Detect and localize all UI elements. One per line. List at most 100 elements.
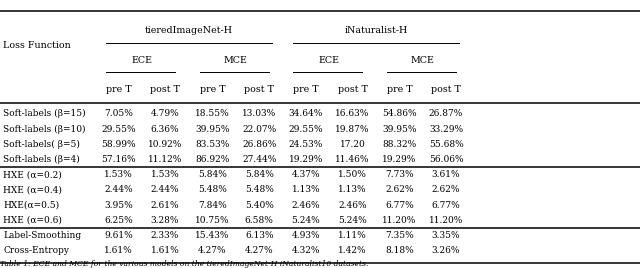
Text: Soft-labels (β=10): Soft-labels (β=10) <box>3 125 86 134</box>
Text: 4.32%: 4.32% <box>292 246 320 255</box>
Text: Cross-Entropy: Cross-Entropy <box>3 246 69 255</box>
Text: pre T: pre T <box>200 85 225 94</box>
Text: 1.53%: 1.53% <box>151 170 179 179</box>
Text: Label-Smoothing: Label-Smoothing <box>3 231 81 240</box>
Text: 5.48%: 5.48% <box>198 185 227 194</box>
Text: 7.73%: 7.73% <box>385 170 413 179</box>
Text: 4.93%: 4.93% <box>292 231 320 240</box>
Text: 39.95%: 39.95% <box>195 125 230 133</box>
Text: post T: post T <box>150 85 180 94</box>
Text: HXE (α=0.2): HXE (α=0.2) <box>3 170 62 179</box>
Text: 19.29%: 19.29% <box>289 155 323 164</box>
Text: post T: post T <box>431 85 461 94</box>
Text: 1.13%: 1.13% <box>339 185 367 194</box>
Text: 11.20%: 11.20% <box>382 216 417 225</box>
Text: 4.27%: 4.27% <box>198 246 227 255</box>
Text: 33.29%: 33.29% <box>429 125 463 133</box>
Text: 10.92%: 10.92% <box>148 140 182 149</box>
Text: 5.84%: 5.84% <box>198 170 227 179</box>
Text: 9.61%: 9.61% <box>104 231 132 240</box>
Text: 11.20%: 11.20% <box>429 216 463 225</box>
Text: 6.77%: 6.77% <box>385 200 413 210</box>
Text: ECE: ECE <box>131 56 152 65</box>
Text: 11.46%: 11.46% <box>335 155 370 164</box>
Text: 3.61%: 3.61% <box>432 170 460 179</box>
Text: 2.62%: 2.62% <box>432 185 460 194</box>
Text: 3.35%: 3.35% <box>432 231 460 240</box>
Text: 83.53%: 83.53% <box>195 140 230 149</box>
Text: 1.42%: 1.42% <box>339 246 367 255</box>
Text: 57.16%: 57.16% <box>101 155 136 164</box>
Text: 7.84%: 7.84% <box>198 200 227 210</box>
Text: Soft-labels( β=5): Soft-labels( β=5) <box>3 140 80 149</box>
Text: 6.25%: 6.25% <box>104 216 132 225</box>
Text: 1.61%: 1.61% <box>151 246 179 255</box>
Text: 2.46%: 2.46% <box>339 200 367 210</box>
Text: Table 1: ECE and MCE for the various models on the tieredImageNet-H iNaturalist1: Table 1: ECE and MCE for the various mod… <box>0 260 369 268</box>
Text: 34.64%: 34.64% <box>289 109 323 118</box>
Text: 15.43%: 15.43% <box>195 231 230 240</box>
Text: 86.92%: 86.92% <box>195 155 230 164</box>
Text: 17.20: 17.20 <box>340 140 365 149</box>
Text: 2.46%: 2.46% <box>292 200 320 210</box>
Text: 22.07%: 22.07% <box>242 125 276 133</box>
Text: tieredImageNet-H: tieredImageNet-H <box>145 26 233 35</box>
Text: 58.99%: 58.99% <box>101 140 136 149</box>
Text: 26.86%: 26.86% <box>242 140 276 149</box>
Text: 1.61%: 1.61% <box>104 246 132 255</box>
Text: 4.27%: 4.27% <box>245 246 273 255</box>
Text: 55.68%: 55.68% <box>429 140 463 149</box>
Text: 1.13%: 1.13% <box>292 185 320 194</box>
Text: 16.63%: 16.63% <box>335 109 370 118</box>
Text: 10.75%: 10.75% <box>195 216 230 225</box>
Text: Soft-labels (β=15): Soft-labels (β=15) <box>3 109 86 118</box>
Text: Soft-labels (β=4): Soft-labels (β=4) <box>3 155 80 164</box>
Text: 56.06%: 56.06% <box>429 155 463 164</box>
Text: 11.12%: 11.12% <box>148 155 182 164</box>
Text: 2.44%: 2.44% <box>104 185 132 194</box>
Text: 2.44%: 2.44% <box>151 185 179 194</box>
Text: pre T: pre T <box>106 85 131 94</box>
Text: 29.55%: 29.55% <box>101 125 136 133</box>
Text: 2.61%: 2.61% <box>151 200 179 210</box>
Text: 88.32%: 88.32% <box>382 140 417 149</box>
Text: 5.40%: 5.40% <box>244 200 274 210</box>
Text: 6.58%: 6.58% <box>244 216 274 225</box>
Text: ECE: ECE <box>319 56 340 65</box>
Text: 19.29%: 19.29% <box>382 155 417 164</box>
Text: 3.26%: 3.26% <box>432 246 460 255</box>
Text: 2.62%: 2.62% <box>385 185 413 194</box>
Text: 4.79%: 4.79% <box>151 109 179 118</box>
Text: 3.95%: 3.95% <box>104 200 132 210</box>
Text: 5.48%: 5.48% <box>244 185 274 194</box>
Text: 18.55%: 18.55% <box>195 109 230 118</box>
Text: 2.33%: 2.33% <box>151 231 179 240</box>
Text: iNaturalist-H: iNaturalist-H <box>344 26 408 35</box>
Text: HXE (α=0.4): HXE (α=0.4) <box>3 185 62 194</box>
Text: 6.13%: 6.13% <box>245 231 273 240</box>
Text: 54.86%: 54.86% <box>382 109 417 118</box>
Text: post T: post T <box>338 85 367 94</box>
Text: 5.84%: 5.84% <box>244 170 274 179</box>
Text: 13.03%: 13.03% <box>242 109 276 118</box>
Text: pre T: pre T <box>387 85 412 94</box>
Text: MCE: MCE <box>224 56 248 65</box>
Text: MCE: MCE <box>411 56 435 65</box>
Text: 4.37%: 4.37% <box>292 170 320 179</box>
Text: HXE(α=0.5): HXE(α=0.5) <box>3 200 60 210</box>
Text: 24.53%: 24.53% <box>289 140 323 149</box>
Text: HXE (α=0.6): HXE (α=0.6) <box>3 216 62 225</box>
Text: 6.77%: 6.77% <box>432 200 460 210</box>
Text: 1.53%: 1.53% <box>104 170 132 179</box>
Text: 5.24%: 5.24% <box>292 216 320 225</box>
Text: 7.05%: 7.05% <box>104 109 133 118</box>
Text: 19.87%: 19.87% <box>335 125 370 133</box>
Text: 8.18%: 8.18% <box>385 246 413 255</box>
Text: 3.28%: 3.28% <box>151 216 179 225</box>
Text: 27.44%: 27.44% <box>242 155 276 164</box>
Text: 7.35%: 7.35% <box>385 231 413 240</box>
Text: 1.50%: 1.50% <box>338 170 367 179</box>
Text: 29.55%: 29.55% <box>289 125 323 133</box>
Text: 1.11%: 1.11% <box>339 231 367 240</box>
Text: Loss Function: Loss Function <box>3 41 71 50</box>
